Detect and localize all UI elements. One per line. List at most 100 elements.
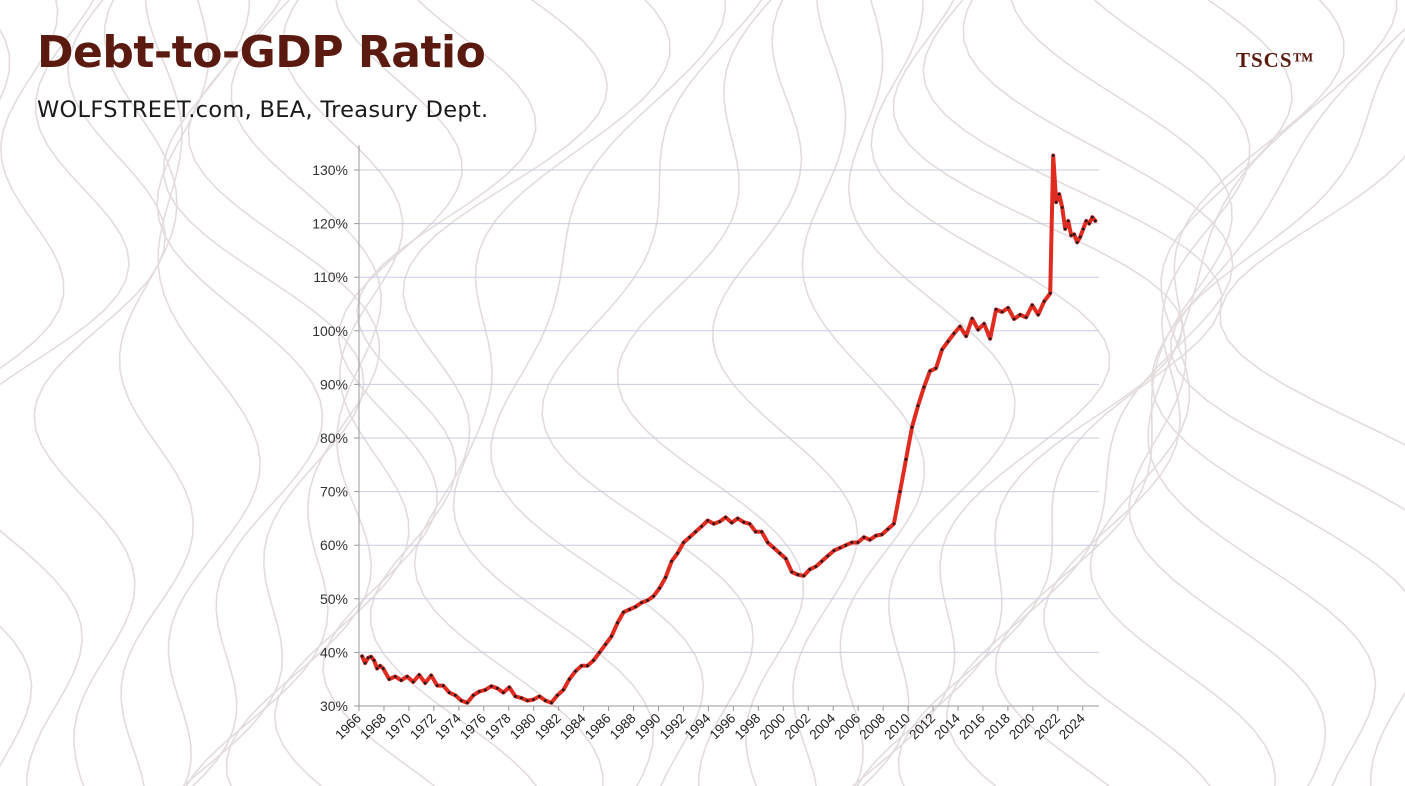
data-point [988,337,992,341]
x-tick-label: 2014 [931,710,963,742]
data-point [1030,303,1034,307]
contour-line [490,0,727,786]
contour-line [103,0,195,786]
data-point [790,570,794,574]
x-tick-label: 1974 [432,710,464,742]
x-tick-label: 1968 [357,711,389,743]
data-point [405,675,409,678]
data-point [495,686,499,690]
data-point [1081,227,1085,231]
y-tick-label: 130% [312,162,348,178]
data-point [862,535,866,539]
data-point [423,681,427,685]
data-point [676,551,679,555]
contour-line [1170,36,1405,511]
x-tick-label: 1972 [407,711,439,743]
data-point [598,651,601,654]
y-axis-ticks: 30% 40% 50% 60% 70% 80% 90% 100% 110% 120% 130% [312,162,359,714]
data-point [556,693,559,697]
contour-line [1219,154,1405,446]
data-point [429,674,433,677]
data-point [399,678,403,682]
data-point [976,328,980,332]
data-point [1012,317,1016,321]
data-point [856,541,860,544]
data-point [369,655,373,659]
y-tick-label: 100% [312,323,348,339]
contour-line [1151,27,1405,786]
data-point [724,515,728,519]
data-point [808,567,812,571]
data-point [928,369,932,373]
data-point [393,675,397,678]
y-tick-label: 90% [320,376,348,392]
data-point [934,366,938,370]
x-tick-label: 1978 [482,711,514,743]
data-point [507,685,511,689]
y-tick-label: 120% [312,216,348,232]
data-point [622,610,625,614]
contour-line [144,0,261,786]
data-point [465,701,469,705]
x-axis-ticks: 1966196819701972197419761978198019821984… [332,706,1088,742]
data-point [874,534,878,537]
data-point [447,691,451,694]
contour-line [847,0,1016,786]
data-point [610,634,613,638]
data-point [850,541,854,544]
data-point [574,669,577,673]
data-point [1063,227,1067,231]
x-tick-label: 1996 [707,711,739,743]
data-point [820,559,824,563]
data-point [688,535,691,539]
data-point [375,667,379,670]
contour-line [541,0,763,786]
data-point [1000,310,1004,314]
data-point [1075,241,1079,244]
data-point [360,654,364,658]
chart-subtitle: WOLFSTREET.com, BEA, Treasury Dept. [37,97,489,123]
data-point [754,530,758,534]
y-tick-label: 30% [320,698,348,714]
contour-line [1128,0,1345,786]
data-point [640,601,643,604]
data-point [1051,154,1055,157]
data-point [832,549,836,552]
data-point [1093,219,1097,223]
data-point [1060,206,1064,209]
data-point [892,522,896,526]
contour-line [856,0,1184,786]
data-point [1042,299,1046,303]
data-point [483,688,487,692]
contour-line [851,0,1111,786]
data-point [796,573,800,577]
data-point [634,605,637,609]
data-point [886,527,890,531]
data-point [1036,313,1040,317]
contour-line [711,0,859,786]
contour-line [162,0,365,786]
brand-logo: TSCS™ [1236,48,1315,72]
data-point [772,546,776,550]
y-tick-label: 40% [320,644,348,660]
data-point [586,664,589,668]
data-point [994,308,998,311]
data-point [550,701,553,705]
data-point [489,684,493,688]
data-point [459,699,463,702]
data-point [1090,215,1094,219]
series-line [360,153,1098,705]
contour-line [801,0,926,786]
data-point [1087,222,1091,226]
data-point [706,519,710,522]
contour-line [185,0,381,786]
x-tick-label: 2000 [757,711,789,743]
x-tick-label: 1988 [607,711,639,743]
x-tick-label: 1998 [732,711,764,743]
data-point [520,696,523,700]
data-point [682,541,685,544]
data-point [814,565,818,568]
data-point [748,522,752,526]
data-point [922,385,926,389]
